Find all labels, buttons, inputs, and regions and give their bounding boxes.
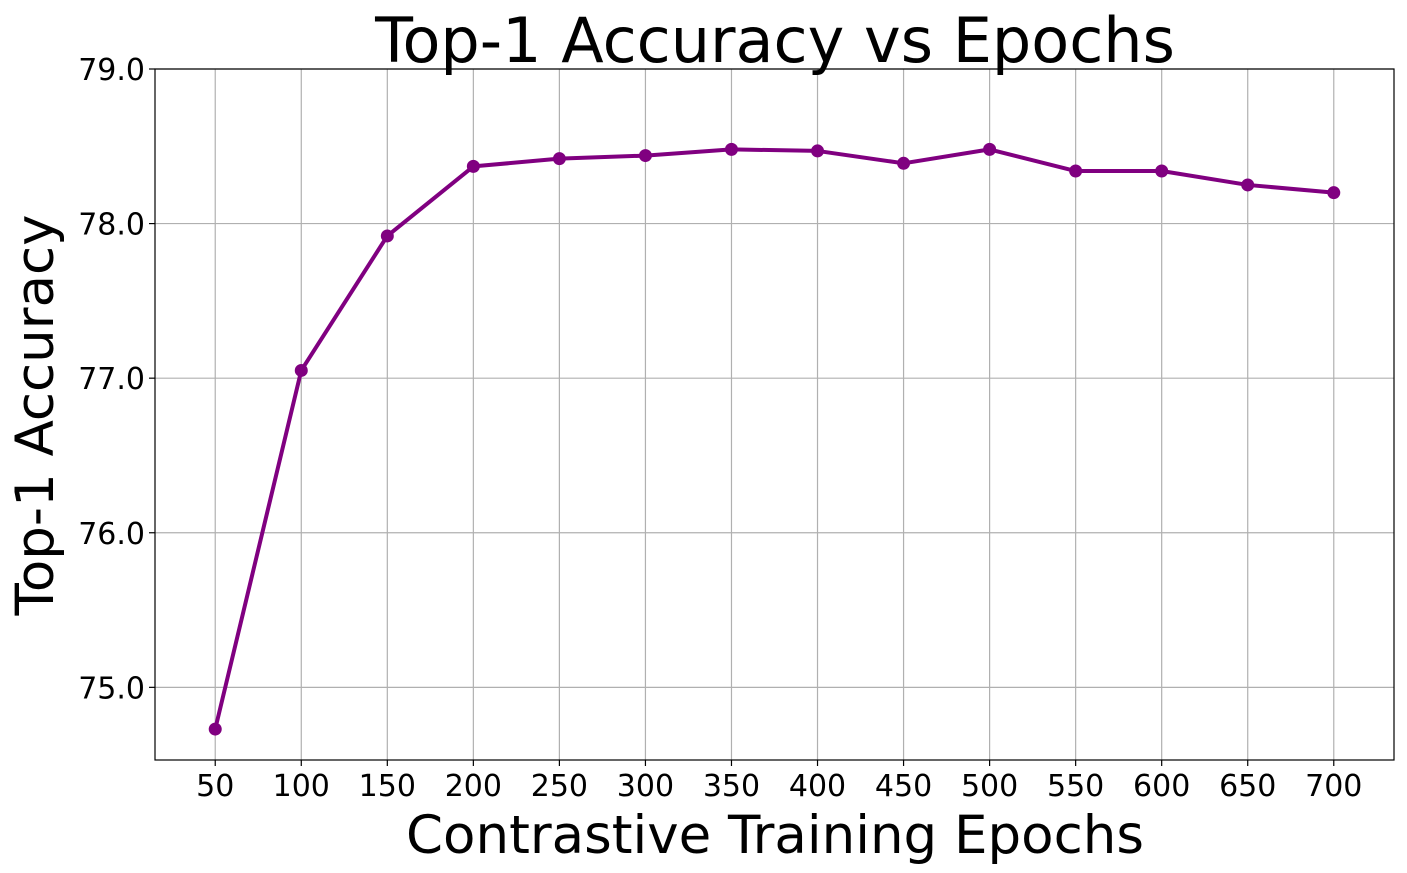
x-tick-label: 400	[789, 769, 846, 804]
x-tick-label: 450	[875, 769, 932, 804]
data-point	[1069, 164, 1083, 178]
data-point	[811, 144, 825, 158]
x-tick-label: 700	[1305, 769, 1362, 804]
data-point	[638, 149, 652, 163]
ticks: 50 100 150 200 250 300 350 400 450 500 550 600 650 70…	[78, 53, 1362, 804]
x-tick-label: 50	[196, 769, 234, 804]
data-point	[1327, 186, 1341, 200]
x-tick-label: 350	[703, 769, 760, 804]
series-layer	[208, 142, 1341, 736]
y-tick-label: 77.0	[78, 362, 145, 397]
x-tick-label: 100	[273, 769, 330, 804]
data-point	[466, 159, 480, 173]
y-tick-label: 79.0	[78, 53, 145, 88]
x-tick-label: 150	[359, 769, 416, 804]
chart-title: Top-1 Accuracy vs Epochs	[374, 4, 1175, 77]
data-point	[208, 722, 222, 736]
data-point	[552, 152, 566, 166]
data-point	[294, 363, 308, 377]
x-tick-label: 500	[961, 769, 1018, 804]
x-tick-label: 300	[617, 769, 674, 804]
y-tick-label: 78.0	[78, 208, 145, 243]
y-tick-label: 75.0	[78, 671, 145, 706]
data-point	[724, 142, 738, 156]
data-point	[1241, 178, 1255, 192]
x-tick-label: 650	[1219, 769, 1276, 804]
x-tick-label: 600	[1133, 769, 1190, 804]
y-axis-title: Top-1 Accuracy	[5, 214, 66, 616]
x-tick-label: 250	[531, 769, 588, 804]
data-point	[1155, 164, 1169, 178]
y-tick-label: 76.0	[78, 517, 145, 552]
x-tick-label: 200	[445, 769, 502, 804]
series-line	[213, 147, 1336, 732]
data-point	[983, 142, 997, 156]
plot-frame	[154, 68, 1395, 761]
x-axis-title: Contrastive Training Epochs	[406, 805, 1144, 866]
x-tick-label: 550	[1047, 769, 1104, 804]
data-point	[897, 156, 911, 170]
data-point	[380, 229, 394, 243]
